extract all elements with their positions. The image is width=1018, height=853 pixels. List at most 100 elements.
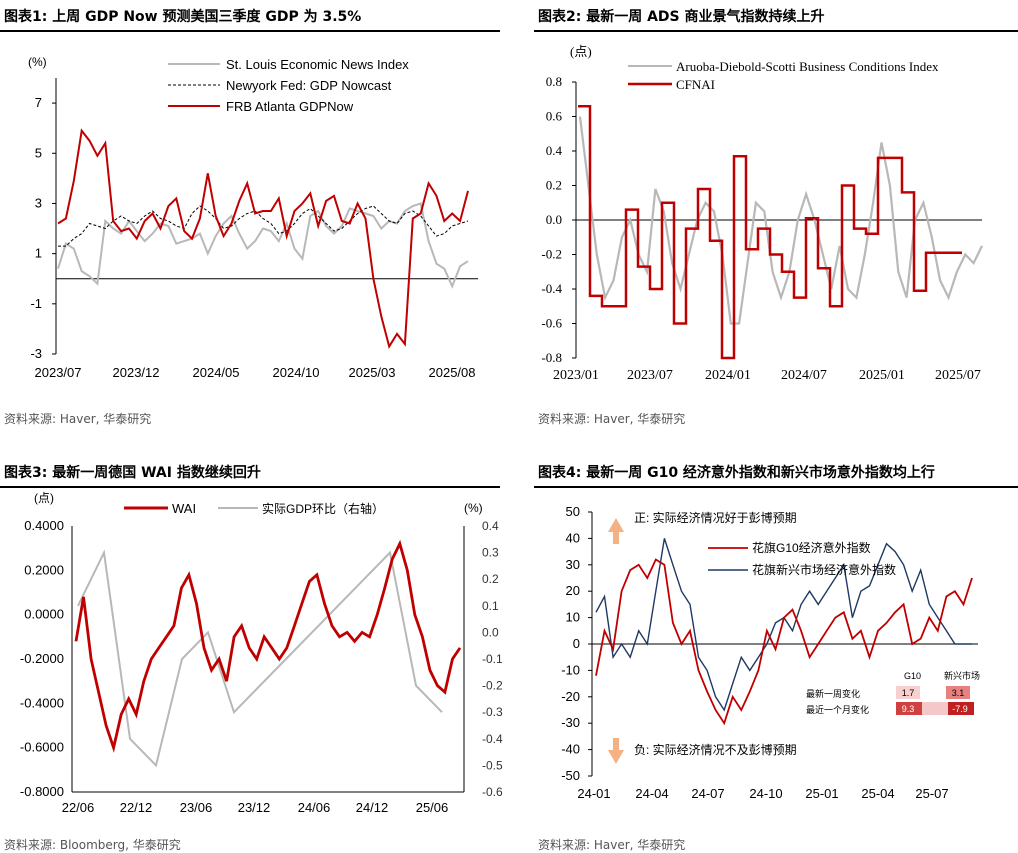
chart3-right-tick-label: 0.4 xyxy=(482,519,499,533)
chart2-x-tick-label: 2025/01 xyxy=(859,368,905,383)
chart3-right-tick-label: -0.5 xyxy=(482,758,503,772)
chart4-table-row1-g10: 1.7 xyxy=(902,688,915,698)
chart2-unit-label: (点) xyxy=(570,44,592,59)
chart4-y-tick-label: -30 xyxy=(561,715,580,730)
chart2-x-tick-label: 2024/01 xyxy=(705,368,751,383)
chart4-table-col-em: 新兴市场 xyxy=(944,670,980,681)
chart4-table-cell-bg xyxy=(946,686,970,699)
chart4-y-tick-label: 0 xyxy=(573,636,580,651)
chart4-y-tick-label: -20 xyxy=(561,689,580,704)
chart3-legend-label-0: WAI xyxy=(172,501,196,516)
chart3-right-tick-label: -0.3 xyxy=(482,705,503,719)
chart3-gdp-line xyxy=(77,549,443,768)
chart1-legend-label-0: St. Louis Economic News Index xyxy=(226,57,409,72)
chart3-title: 图表3: 最新一周德国 WAI 指数继续回升 xyxy=(4,465,261,481)
chart4-y-tick-label: 30 xyxy=(566,557,580,572)
chart1-title: 图表1: 上周 GDP Now 预测美国三季度 GDP 为 3.5% xyxy=(4,9,362,25)
chart2-x-tick-label: 2023/07 xyxy=(627,368,673,383)
chart3-x-tick-label: 22/06 xyxy=(62,800,95,815)
chart4-x-tick-label: 25-04 xyxy=(861,786,894,801)
chart1-x-tick-label: 2025/03 xyxy=(349,365,396,380)
chart2-y-tick-label: 0.4 xyxy=(546,143,563,158)
chart4-table-row1-em: 3.1 xyxy=(952,688,965,698)
chart3-legend-label-1: 实际GDP环比（右轴） xyxy=(262,501,384,516)
chart4-x-tick-label: 24-04 xyxy=(635,786,668,801)
chart1-x-tick-label: 2024/05 xyxy=(193,365,240,380)
chart1-x-tick-label: 2025/08 xyxy=(429,365,476,380)
chart3-x-tick-label: 23/06 xyxy=(180,800,213,815)
chart3-left-tick-label: -0.2000 xyxy=(20,651,64,666)
chart4-legend-label-0: 花旗G10经济意外指数 xyxy=(752,540,871,555)
chart4-g10-line xyxy=(595,558,973,726)
chart4-note-negative: 负: 实际经济情况不及彭博预期 xyxy=(634,742,797,757)
chart2-title: 图表2: 最新一周 ADS 商业景气指数持续上升 xyxy=(538,9,825,25)
chart1-source: 资料来源: Haver, 华泰研究 xyxy=(4,412,152,426)
chart4-x-tick-label: 24-07 xyxy=(691,786,724,801)
chart2-plot: (点) 0.8 0.6 0.4 0.2 0.0 -0.2 -0.4 -0.6 -0.8 2023/0… xyxy=(541,44,983,383)
chart3-right-tick-label: -0.4 xyxy=(482,732,503,746)
chart3-right-tick-label: 0.3 xyxy=(482,546,499,560)
chart3-left-tick-label: -0.8000 xyxy=(20,784,64,799)
chart2-x-tick-label: 2024/07 xyxy=(781,368,827,383)
chart2-y-tick-label: 0.8 xyxy=(546,74,562,89)
chart1-panel: 图表1: 上周 GDP Now 预测美国三季度 GDP 为 3.5% (%) 7 5… xyxy=(0,0,508,430)
chart4-table-row2-em: -7.9 xyxy=(952,704,968,714)
chart3-x-tick-label: 25/06 xyxy=(416,800,449,815)
chart3-panel: 图表3: 最新一周德国 WAI 指数继续回升 (点) (%) 0.4000 0.200… xyxy=(0,456,508,852)
chart1-series-1-line xyxy=(58,205,469,247)
chart4-table-row2-g10: 9.3 xyxy=(902,704,915,714)
chart1-y-tick-label: 1 xyxy=(35,246,42,261)
chart4-title: 图表4: 最新一周 G10 经济意外指数和新兴市场意外指数均上行 xyxy=(538,465,935,481)
chart4-table-col-g10: G10 xyxy=(904,671,921,681)
chart1-series-0-line xyxy=(57,202,469,289)
chart4-y-tick-label: -10 xyxy=(561,662,580,677)
chart2-y-tick-label: 0.2 xyxy=(546,178,562,193)
chart4-x-tick-label: 24-01 xyxy=(577,786,610,801)
chart3-right-tick-label: 0.0 xyxy=(482,625,499,639)
chart4-title-rule xyxy=(534,486,1018,488)
chart3-right-tick-label: -0.1 xyxy=(482,652,503,666)
chart4-x-tick-label: 25-07 xyxy=(915,786,948,801)
chart3-plot: (点) (%) 0.4000 0.2000 0.0000 -0.2000 -0.4000 -0… xyxy=(20,491,503,815)
chart2-y-tick-label: -0.6 xyxy=(541,316,562,331)
chart3-right-unit-label: (%) xyxy=(464,501,483,515)
chart1-plot: (%) 7 5 3 1 -1 -3 2023/07 2023/12 2024/05 2024/10 2… xyxy=(28,55,478,380)
chart4-y-tick-label: 40 xyxy=(566,530,580,545)
chart3-title-rule xyxy=(0,486,500,488)
chart2-y-tick-label: 0.0 xyxy=(546,212,562,227)
chart4-y-tick-label: 50 xyxy=(566,504,580,519)
chart1-x-tick-label: 2023/12 xyxy=(113,365,160,380)
chart4-table-cell-bg xyxy=(948,702,974,715)
chart2-x-tick-label: 2023/01 xyxy=(553,368,599,383)
chart1-y-tick-label: -3 xyxy=(30,346,42,361)
chart4-down-arrow-icon xyxy=(608,738,624,764)
chart2-y-tick-label: 0.6 xyxy=(546,109,563,124)
chart2-y-tick-label: -0.4 xyxy=(541,281,562,296)
chart1-series-2-line xyxy=(57,128,469,350)
chart3-source: 资料来源: Bloomberg, 华泰研究 xyxy=(4,838,181,852)
chart4-plot: 50 40 30 20 10 0 -10 -20 -30 -40 -50 24-01 24-04 24-0… xyxy=(561,504,980,801)
chart2-cfnai-line xyxy=(578,104,962,360)
chart2-x-tick-label: 2025/07 xyxy=(935,368,981,383)
chart3-x-tick-label: 24/06 xyxy=(298,800,331,815)
chart4-y-tick-label: 20 xyxy=(566,583,580,598)
chart4-table-row2-label: 最近一个月变化 xyxy=(806,704,869,715)
chart4-x-tick-label: 24-10 xyxy=(749,786,782,801)
chart2-legend-label-0: Aruoba-Diebold-Scotti Business Condition… xyxy=(676,59,939,74)
chart4-table-cell-bg xyxy=(896,686,920,699)
chart1-x-tick-label: 2023/07 xyxy=(35,365,82,380)
chart1-title-rule xyxy=(0,30,500,32)
chart1-y-tick-label: 7 xyxy=(35,95,42,110)
chart4-y-tick-label: -50 xyxy=(561,768,580,783)
chart3-x-tick-label: 22/12 xyxy=(120,800,153,815)
chart3-right-tick-label: 0.1 xyxy=(482,599,499,613)
chart2-y-tick-label: -0.8 xyxy=(541,350,562,365)
chart2-source: 资料来源: Haver, 华泰研究 xyxy=(538,412,686,426)
chart1-y-tick-label: 3 xyxy=(35,195,42,210)
chart1-y-tick-label: 5 xyxy=(35,145,42,160)
chart4-table-row1-label: 最新一周变化 xyxy=(806,688,860,699)
chart4-note-positive: 正: 实际经济情况好于彭博预期 xyxy=(634,510,797,525)
chart2-panel: 图表2: 最新一周 ADS 商业景气指数持续上升 (点) 0.8 0.6 0.4 0.2… xyxy=(512,0,1018,430)
chart3-right-tick-label: -0.6 xyxy=(482,785,503,799)
chart3-left-tick-label: -0.6000 xyxy=(20,740,64,755)
